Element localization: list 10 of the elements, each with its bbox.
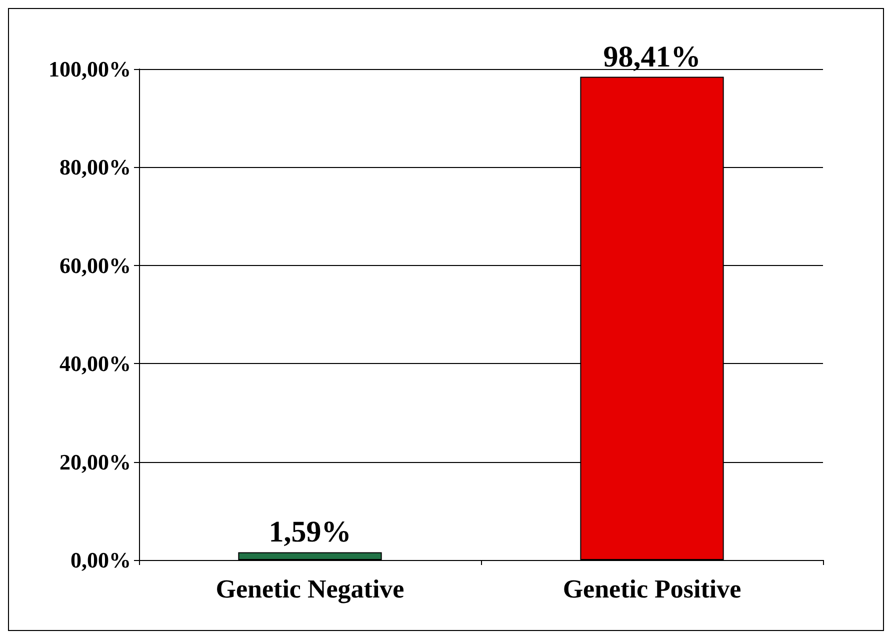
x-tick-label: Genetic Negative — [216, 574, 404, 604]
x-tick-label: Genetic Positive — [562, 574, 742, 604]
y-tick-label: 0,00% — [70, 548, 131, 572]
y-tick-label: 60,00% — [60, 252, 131, 278]
y-tick-label: 100,00% — [48, 56, 131, 82]
data-label: 1,59% — [268, 516, 352, 549]
y-tick-label: 20,00% — [60, 449, 131, 474]
data-label: 98,41% — [603, 40, 701, 74]
y-tick-label: 80,00% — [60, 154, 131, 180]
y-tick-label: 40,00% — [60, 351, 131, 376]
